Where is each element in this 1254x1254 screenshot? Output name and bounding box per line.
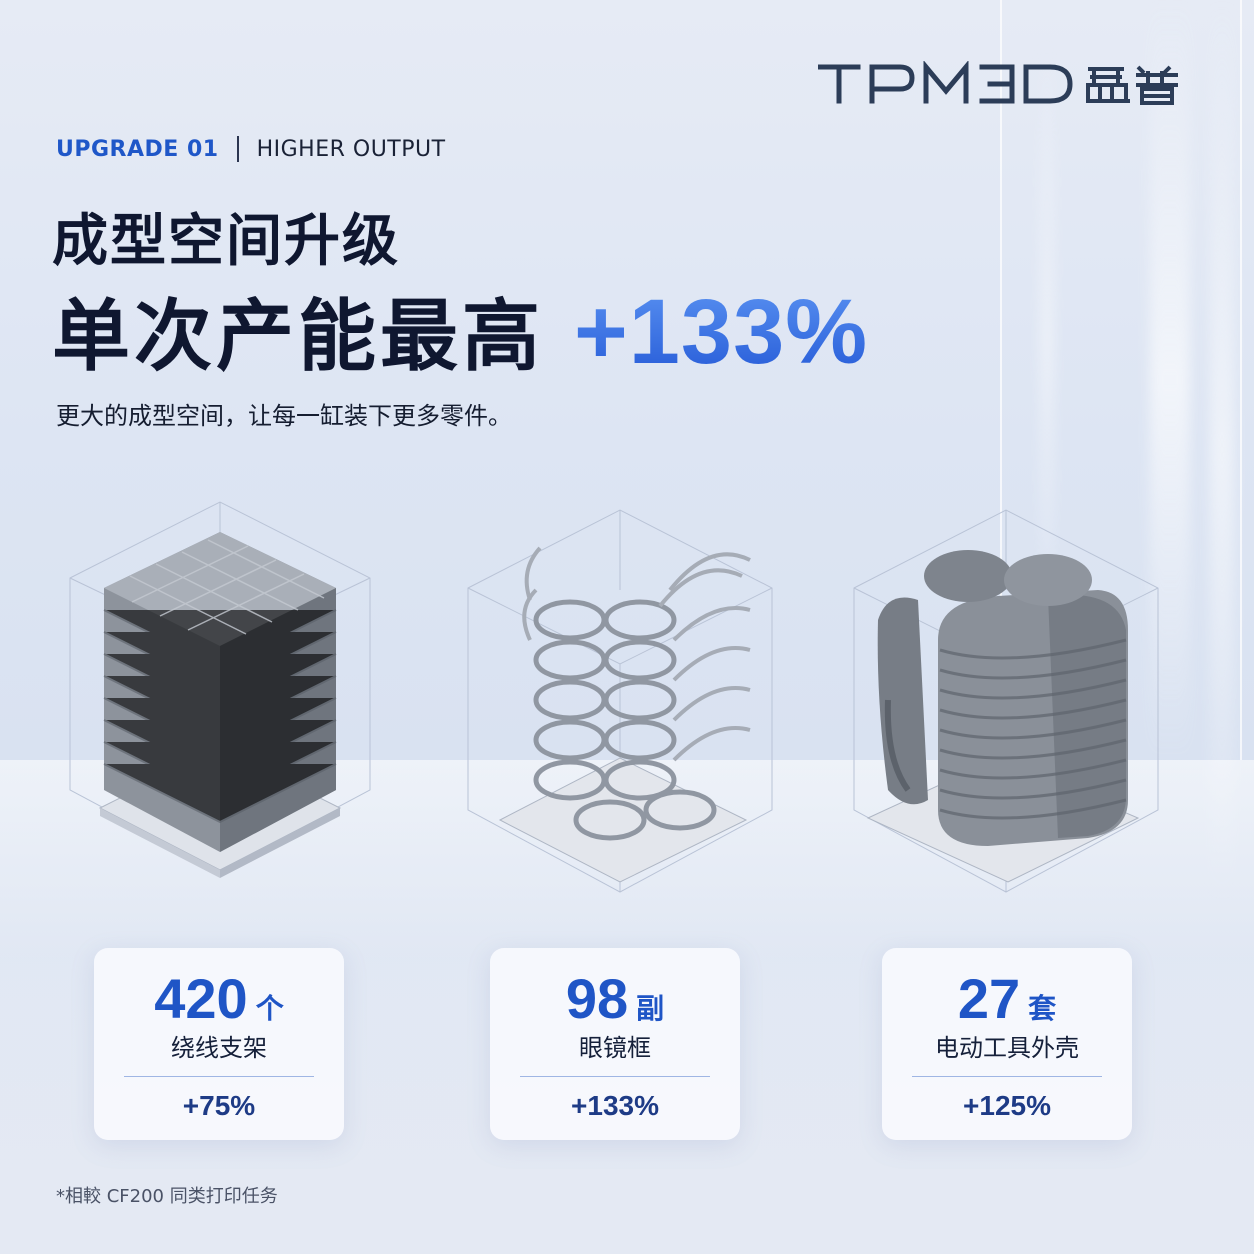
divider (236, 136, 239, 162)
headline-line2-text: 单次产能最高 (52, 292, 545, 382)
stat-delta: +75% (182, 1090, 256, 1121)
stat-unit: 副 (636, 992, 665, 1025)
stat-delta: +125% (963, 1090, 1051, 1121)
stat-label: 眼镜框 (579, 1034, 651, 1062)
card-divider (912, 1076, 1102, 1077)
description: 更大的成型空间，让每一缸装下更多零件。 (56, 402, 512, 430)
stat-unit: 个 (255, 992, 284, 1025)
stat-label: 电动工具外壳 (935, 1034, 1079, 1062)
stat-value: 420 个 (94, 966, 344, 1031)
headline-highlight: +133% (574, 281, 869, 383)
power-tool-housing-stack-image (853, 509, 1159, 893)
stat-number: 420 (154, 967, 248, 1030)
stat-card-cable-bracket: 420 个 绕线支架 +75% (94, 948, 344, 1140)
stat-label: 绕线支架 (171, 1034, 267, 1062)
section-kicker: UPGRADE 01 HIGHER OUTPUT (56, 136, 446, 162)
stat-number: 27 (957, 967, 1021, 1030)
upgrade-tag: UPGRADE 01 (56, 136, 219, 162)
stat-value: 98 副 (490, 966, 740, 1031)
section-subtitle: HIGHER OUTPUT (256, 136, 446, 162)
stat-card-glasses-frame: 98 副 眼镜框 +133% (490, 948, 740, 1140)
stat-delta: +133% (571, 1090, 659, 1121)
tpm3d-wordmark-icon (818, 61, 1073, 104)
glasses-frame-stack-image (467, 509, 773, 893)
headline-line2: 单次产能最高 +133% (52, 274, 868, 386)
footnote: *相較 CF200 同类打印任务 (56, 1186, 278, 1207)
card-divider (520, 1076, 710, 1077)
headline-line1: 成型空间升级 (52, 209, 400, 274)
stat-number: 98 (565, 967, 629, 1030)
tpm3d-logo (818, 58, 1184, 108)
yingpu-chinese-logo-icon (1086, 65, 1178, 105)
card-divider (124, 1076, 314, 1077)
stat-card-power-tool-housing: 27 套 电动工具外壳 +125% (882, 948, 1132, 1140)
stat-unit: 套 (1028, 992, 1057, 1025)
cable-bracket-stack-image (69, 501, 371, 878)
stat-value: 27 套 (882, 966, 1132, 1031)
